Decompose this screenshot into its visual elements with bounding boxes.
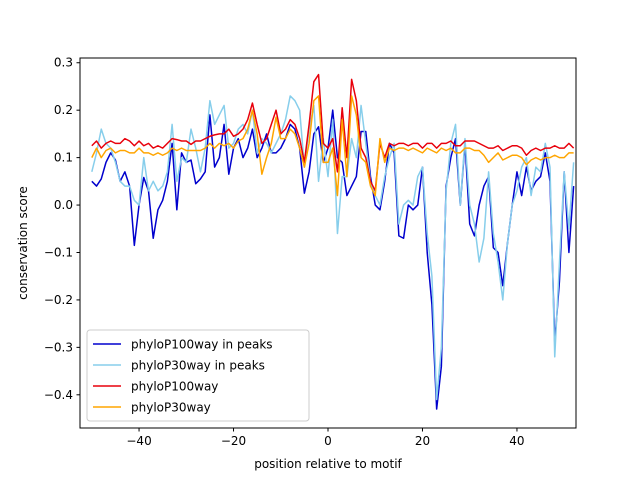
y-tick-label: 0.0 [54, 198, 73, 212]
x-tick-label: −20 [221, 434, 246, 448]
x-tick-label: 40 [509, 434, 524, 448]
y-tick-label: −0.3 [44, 340, 73, 354]
y-tick-label: −0.2 [44, 293, 73, 307]
series-line-4 [91, 95, 574, 197]
series-line-2 [91, 95, 575, 401]
legend-label-4: phyloP30way [131, 401, 211, 415]
y-tick-label: 0.3 [54, 56, 73, 70]
legend-label-2: phyloP30way in peaks [131, 359, 265, 373]
y-tick-label: −0.4 [44, 388, 73, 402]
series-line-3 [91, 73, 575, 192]
series-line-1 [91, 109, 575, 410]
x-tick-label: 0 [324, 434, 332, 448]
x-axis-ticks: −40 −20 0 20 40 [126, 428, 525, 448]
y-tick-label: 0.2 [54, 103, 73, 117]
legend-label-3: phyloP100way [131, 380, 218, 394]
y-tick-label: 0.1 [54, 151, 73, 165]
series-lines [91, 73, 575, 410]
x-tick-label: 20 [415, 434, 430, 448]
x-tick-label: −40 [126, 434, 151, 448]
y-axis-ticks: −0.4 −0.3 −0.2 −0.1 0.0 0.1 0.2 0.3 [44, 56, 80, 402]
legend: phyloP100way in peaks phyloP30way in peak… [86, 329, 310, 422]
x-axis-label: position relative to motif [254, 457, 402, 471]
legend-box [86, 329, 310, 422]
y-axis-label: conservation score [16, 186, 30, 300]
legend-label-1: phyloP100way in peaks [131, 338, 273, 352]
y-tick-label: −0.1 [44, 245, 73, 259]
